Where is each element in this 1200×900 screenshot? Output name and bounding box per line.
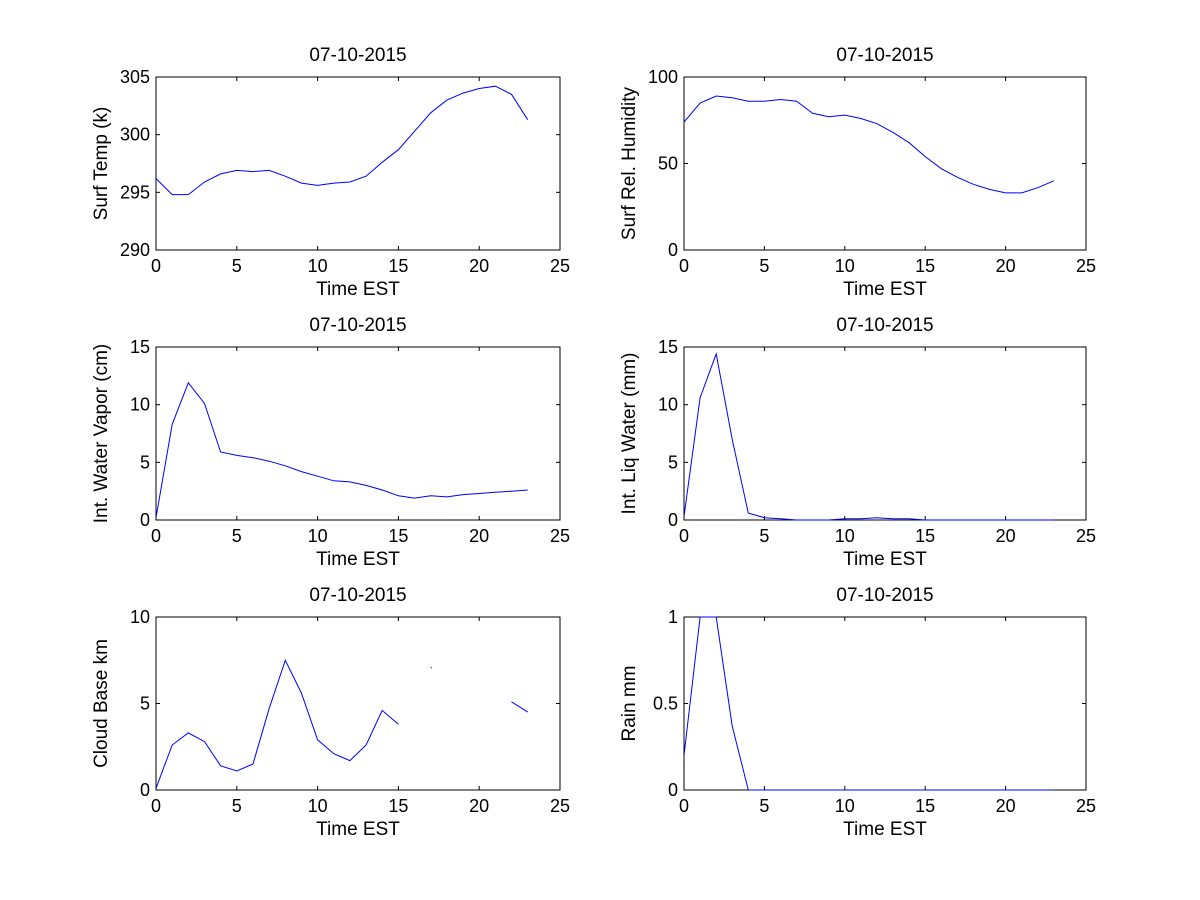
chart-title: 07-10-2015 bbox=[309, 315, 406, 336]
x-tick-label: 10 bbox=[835, 526, 855, 546]
y-tick-label: 295 bbox=[120, 182, 150, 202]
chart-title: 07-10-2015 bbox=[836, 585, 933, 606]
y-tick-label: 15 bbox=[130, 337, 150, 357]
x-tick-label: 5 bbox=[759, 796, 769, 816]
y-tick-label: 10 bbox=[130, 395, 150, 415]
x-tick-label: 0 bbox=[151, 526, 161, 546]
y-tick-label: 50 bbox=[658, 154, 678, 174]
x-axis-label: Time EST bbox=[316, 279, 400, 300]
y-tick-label: 0.5 bbox=[653, 694, 678, 714]
axes-box bbox=[683, 76, 1087, 251]
y-tick-label: 0 bbox=[140, 510, 150, 530]
subplot-6: 0 5 10 15 20 25 0 0.5 1 07-10-2015 Time EST Rain mm bbox=[619, 585, 1096, 840]
x-tick-label: 25 bbox=[550, 526, 570, 546]
axes-box bbox=[155, 76, 561, 251]
series-line bbox=[684, 95, 1054, 194]
x-tick-label: 25 bbox=[1076, 256, 1096, 276]
x-axis-label: Time EST bbox=[843, 279, 927, 300]
x-tick-label: 25 bbox=[550, 256, 570, 276]
x-tick-label: 10 bbox=[308, 256, 328, 276]
x-tick-label: 20 bbox=[996, 256, 1016, 276]
x-tick-label: 20 bbox=[469, 796, 489, 816]
x-axis-label: Time EST bbox=[843, 549, 927, 570]
x-tick-label: 0 bbox=[151, 796, 161, 816]
y-tick-label: 5 bbox=[140, 694, 150, 714]
y-tick-label: 100 bbox=[648, 67, 678, 87]
axes-box bbox=[155, 346, 561, 521]
y-tick-label: 5 bbox=[668, 452, 678, 472]
x-tick-label: 10 bbox=[308, 796, 328, 816]
x-tick-label: 5 bbox=[759, 256, 769, 276]
y-tick-label: 10 bbox=[130, 607, 150, 627]
y-tick-label: 15 bbox=[658, 337, 678, 357]
chart-title: 07-10-2015 bbox=[309, 585, 406, 606]
series-line bbox=[684, 352, 1054, 521]
y-tick-label: 10 bbox=[658, 395, 678, 415]
y-axis-label: Rain mm bbox=[619, 665, 640, 741]
subplot-3: 0 5 10 15 20 25 0 5 10 15 07-10-2015 Time EST Int. W… bbox=[91, 315, 570, 570]
y-axis-label: Surf Temp (k) bbox=[91, 107, 112, 221]
y-axis-label: Cloud Base km bbox=[91, 639, 112, 768]
axes-box bbox=[155, 616, 561, 791]
y-axis-label: Int. Water Vapor (cm) bbox=[91, 344, 112, 523]
axes-box bbox=[683, 346, 1087, 521]
x-tick-label: 15 bbox=[915, 256, 935, 276]
x-tick-label: 15 bbox=[388, 256, 408, 276]
x-tick-label: 10 bbox=[308, 526, 328, 546]
x-tick-label: 0 bbox=[679, 256, 689, 276]
y-tick-label: 305 bbox=[120, 67, 150, 87]
subplot-4: 0 5 10 15 20 25 0 5 10 15 07-10-2015 Time EST Int. L… bbox=[619, 315, 1096, 570]
x-tick-label: 25 bbox=[550, 796, 570, 816]
x-tick-label: 0 bbox=[679, 796, 689, 816]
subplot-5: 0 5 10 15 20 25 0 5 10 07-10-2015 Time EST Cloud Ba… bbox=[91, 585, 570, 840]
series-line bbox=[684, 616, 1054, 791]
series-line bbox=[156, 381, 528, 518]
y-tick-label: 0 bbox=[140, 780, 150, 800]
y-tick-label: 300 bbox=[120, 125, 150, 145]
x-tick-label: 20 bbox=[469, 526, 489, 546]
x-tick-label: 5 bbox=[232, 526, 242, 546]
y-axis-label: Int. Liq Water (mm) bbox=[619, 353, 640, 515]
y-tick-label: 5 bbox=[140, 452, 150, 472]
x-axis-label: Time EST bbox=[316, 549, 400, 570]
subplot-1: 0 5 10 15 20 25 290 295 300 305 07-10-2015 Time EST… bbox=[91, 45, 570, 300]
x-tick-label: 20 bbox=[996, 526, 1016, 546]
y-axis-label: Surf Rel. Humidity bbox=[619, 86, 640, 240]
x-tick-label: 20 bbox=[996, 796, 1016, 816]
x-tick-label: 15 bbox=[388, 526, 408, 546]
x-tick-label: 15 bbox=[915, 796, 935, 816]
chart-title: 07-10-2015 bbox=[836, 315, 933, 336]
x-tick-label: 5 bbox=[232, 256, 242, 276]
subplot-2: 0 5 10 15 20 25 0 50 100 07-10-2015 Time EST Surf R… bbox=[619, 45, 1096, 300]
x-tick-label: 25 bbox=[1076, 796, 1096, 816]
x-tick-label: 5 bbox=[759, 526, 769, 546]
y-tick-label: 0 bbox=[668, 780, 678, 800]
x-axis-label: Time EST bbox=[843, 819, 927, 840]
y-tick-label: 0 bbox=[668, 240, 678, 260]
x-tick-label: 10 bbox=[835, 796, 855, 816]
series-line bbox=[156, 658, 528, 789]
series-point bbox=[430, 666, 433, 669]
x-tick-label: 5 bbox=[232, 796, 242, 816]
x-tick-label: 15 bbox=[388, 796, 408, 816]
x-axis-label: Time EST bbox=[316, 819, 400, 840]
x-tick-label: 15 bbox=[915, 526, 935, 546]
x-tick-label: 10 bbox=[835, 256, 855, 276]
x-tick-label: 0 bbox=[679, 526, 689, 546]
x-tick-label: 0 bbox=[151, 256, 161, 276]
axes-box bbox=[683, 616, 1087, 791]
y-tick-label: 0 bbox=[668, 510, 678, 530]
chart-title: 07-10-2015 bbox=[309, 45, 406, 66]
series-line bbox=[156, 85, 529, 196]
y-tick-label: 290 bbox=[120, 240, 150, 260]
x-tick-label: 20 bbox=[469, 256, 489, 276]
x-tick-label: 25 bbox=[1076, 526, 1096, 546]
chart-title: 07-10-2015 bbox=[836, 45, 933, 66]
y-tick-label: 1 bbox=[668, 607, 678, 627]
